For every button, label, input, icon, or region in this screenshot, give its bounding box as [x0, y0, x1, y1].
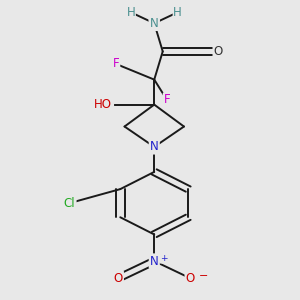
Text: Cl: Cl	[64, 197, 75, 210]
Text: H: H	[173, 6, 182, 19]
Text: H: H	[127, 6, 135, 19]
Text: +: +	[160, 254, 167, 263]
Text: N: N	[150, 17, 159, 30]
Text: N: N	[150, 255, 159, 268]
Text: N: N	[150, 140, 159, 153]
Text: O: O	[113, 272, 123, 285]
Text: F: F	[164, 93, 170, 106]
Text: −: −	[198, 271, 208, 281]
Text: HO: HO	[94, 98, 112, 111]
Text: F: F	[113, 58, 119, 70]
Text: O: O	[214, 45, 223, 58]
Text: N: N	[150, 17, 159, 30]
Text: O: O	[186, 272, 195, 285]
